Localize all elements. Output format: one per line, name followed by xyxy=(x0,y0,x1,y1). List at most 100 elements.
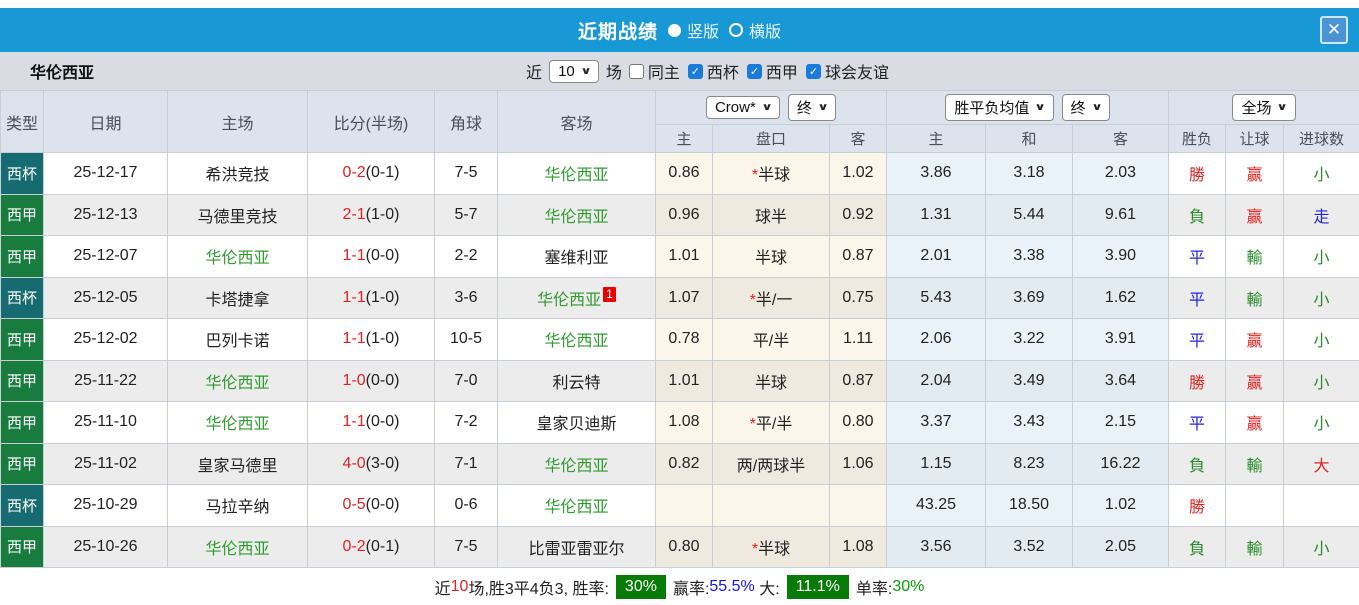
europe-odds-away: 1.02 xyxy=(1072,484,1169,527)
result-goals: 小 xyxy=(1282,359,1359,402)
europe-odds-draw: 18.50 xyxy=(985,484,1073,527)
handicap-odds-away: 1.11 xyxy=(829,318,887,361)
europe-odds-draw: 3.49 xyxy=(985,359,1073,402)
summary-segment: 11.1% xyxy=(786,575,849,599)
handicap-odds-home: 0.96 xyxy=(655,193,713,236)
handicap-odds-home: 0.82 xyxy=(655,442,713,485)
result-handicap: 赢 xyxy=(1225,193,1284,236)
radio-unselected-icon[interactable] xyxy=(729,23,743,37)
europe-odds-away: 3.91 xyxy=(1072,318,1169,361)
match-date: 25-11-02 xyxy=(43,442,168,485)
europe-odds-home: 3.56 xyxy=(886,525,986,568)
europe-odds-away: 3.90 xyxy=(1072,235,1169,278)
handicap-period-value: 终 xyxy=(796,100,812,117)
chevron-down-icon: ∨ xyxy=(817,102,829,113)
checkbox-label: 同主 xyxy=(647,65,680,82)
europe-odds-draw: 3.52 xyxy=(985,525,1073,568)
checkbox-checked-icon[interactable]: ✓ xyxy=(746,63,762,79)
handicap-odds-home: 1.01 xyxy=(655,235,713,278)
europe-odds-draw: 3.18 xyxy=(985,152,1073,195)
odds-company-select[interactable]: Crow* ∨ xyxy=(705,96,780,119)
sub-header-result: 胜负 xyxy=(1168,124,1226,153)
corner-score: 0-6 xyxy=(434,484,498,527)
handicap-odds-away: 1.02 xyxy=(829,152,887,195)
handicap-period-select[interactable]: 终 ∨ xyxy=(787,94,837,121)
match-type-badge: 西杯 xyxy=(0,152,44,195)
europe-period-select[interactable]: 终 ∨ xyxy=(1061,94,1110,121)
checkbox-unchecked-icon[interactable] xyxy=(628,63,644,79)
europe-odds-home: 43.25 xyxy=(886,484,986,527)
sub-header-goals: 进球数 xyxy=(1282,124,1359,153)
handicap-line: *半球 xyxy=(712,525,830,568)
col-header-away: 客场 xyxy=(497,90,656,153)
result-handicap: 赢 xyxy=(1225,401,1284,444)
result-handicap: 輸 xyxy=(1225,442,1284,485)
match-date: 25-12-13 xyxy=(43,193,168,236)
table-row: 西甲 25-11-22 华伦西亚 1-0(0-0) 7-0 利云特 1.01 半球 0.87 2.… xyxy=(0,359,1359,402)
sub-header-eu-home: 主 xyxy=(886,124,986,153)
result-win-draw-loss: 負 xyxy=(1168,525,1226,568)
home-team: 巴列卡诺 xyxy=(167,318,308,361)
corner-score: 2-2 xyxy=(434,235,498,278)
dialog-titlebar: 近期战绩 竖版 横版 ✕ xyxy=(0,8,1359,52)
result-win-draw-loss: 勝 xyxy=(1168,152,1226,195)
result-goals: 小 xyxy=(1282,525,1359,568)
close-button[interactable]: ✕ xyxy=(1320,16,1348,44)
corner-score: 7-5 xyxy=(434,525,498,568)
chevron-down-icon: ∨ xyxy=(1276,102,1289,113)
europe-odds-away: 1.62 xyxy=(1072,276,1169,319)
result-handicap: 輸 xyxy=(1225,276,1284,319)
result-win-draw-loss: 平 xyxy=(1168,276,1226,319)
match-date: 25-12-02 xyxy=(43,318,168,361)
home-team: 卡塔捷拿 xyxy=(167,276,308,319)
match-type-badge: 西甲 xyxy=(0,318,44,361)
summary-segment: 赢率: xyxy=(672,581,710,598)
handicap-odds-home: 0.80 xyxy=(655,525,713,568)
handicap-odds-away: 1.06 xyxy=(829,442,887,485)
handicap-line xyxy=(712,484,830,527)
corner-score: 10-5 xyxy=(434,318,498,361)
home-team: 马德里竞技 xyxy=(167,193,308,236)
europe-odds-draw: 5.44 xyxy=(985,193,1073,236)
radio-selected-icon[interactable] xyxy=(667,23,681,37)
vertical-option-label: 竖版 xyxy=(686,24,719,41)
handicap-odds-away: 0.92 xyxy=(829,193,887,236)
summary-segment: 30% xyxy=(615,575,666,599)
table-row: 西杯 25-12-05 卡塔捷拿 1-1(1-0) 3-6 华伦西亚 1 1.07 *半/一 0.… xyxy=(0,276,1359,319)
home-team: 华伦西亚 xyxy=(167,401,308,444)
result-handicap: 赢 xyxy=(1225,359,1284,402)
handicap-odds-away: 1.08 xyxy=(829,525,887,568)
checkbox-checked-icon[interactable]: ✓ xyxy=(687,63,703,79)
match-date: 25-11-10 xyxy=(43,401,168,444)
handicap-odds-away: 0.75 xyxy=(829,276,887,319)
handicap-odds-away: 0.87 xyxy=(829,235,887,278)
checkbox-checked-icon[interactable]: ✓ xyxy=(805,63,821,79)
dialog-title: 近期战绩 xyxy=(577,21,658,43)
europe-odds-home: 3.37 xyxy=(886,401,986,444)
handicap-line: 球半 xyxy=(712,193,830,236)
summary-segment: 近 xyxy=(434,581,451,598)
scope-select[interactable]: 全场 ∨ xyxy=(1232,94,1296,121)
filter-checkboxes: 同主 ✓ 西杯 ✓ 西甲 ✓ 球会友谊 xyxy=(628,59,893,83)
handicap-line: *平/半 xyxy=(712,401,830,444)
chevron-down-icon: ∨ xyxy=(761,102,773,113)
europe-odds-draw: 3.69 xyxy=(985,276,1073,319)
result-win-draw-loss: 平 xyxy=(1168,401,1226,444)
result-goals: 小 xyxy=(1282,401,1359,444)
score-cell: 1-1(0-0) xyxy=(307,235,435,278)
handicap-line: 半球 xyxy=(712,359,830,402)
layout-option-horizontal[interactable]: 横版 xyxy=(729,18,781,42)
match-date: 25-12-05 xyxy=(43,276,168,319)
handicap-odds-home: 0.78 xyxy=(655,318,713,361)
europe-odds-select[interactable]: 胜平负均值 ∨ xyxy=(945,94,1054,121)
result-goals xyxy=(1282,484,1359,527)
result-handicap xyxy=(1225,484,1284,527)
home-team: 皇家马德里 xyxy=(167,442,308,485)
handicap-odds-home: 1.07 xyxy=(655,276,713,319)
match-count-select[interactable]: 10 ∨ xyxy=(549,59,599,83)
layout-option-vertical[interactable]: 竖版 xyxy=(667,18,719,42)
score-cell: 0-2(0-1) xyxy=(307,525,435,568)
match-type-badge: 西甲 xyxy=(0,193,44,236)
sub-header-eu-draw: 和 xyxy=(985,124,1073,153)
sub-header-hcp-away: 客 xyxy=(829,124,887,153)
